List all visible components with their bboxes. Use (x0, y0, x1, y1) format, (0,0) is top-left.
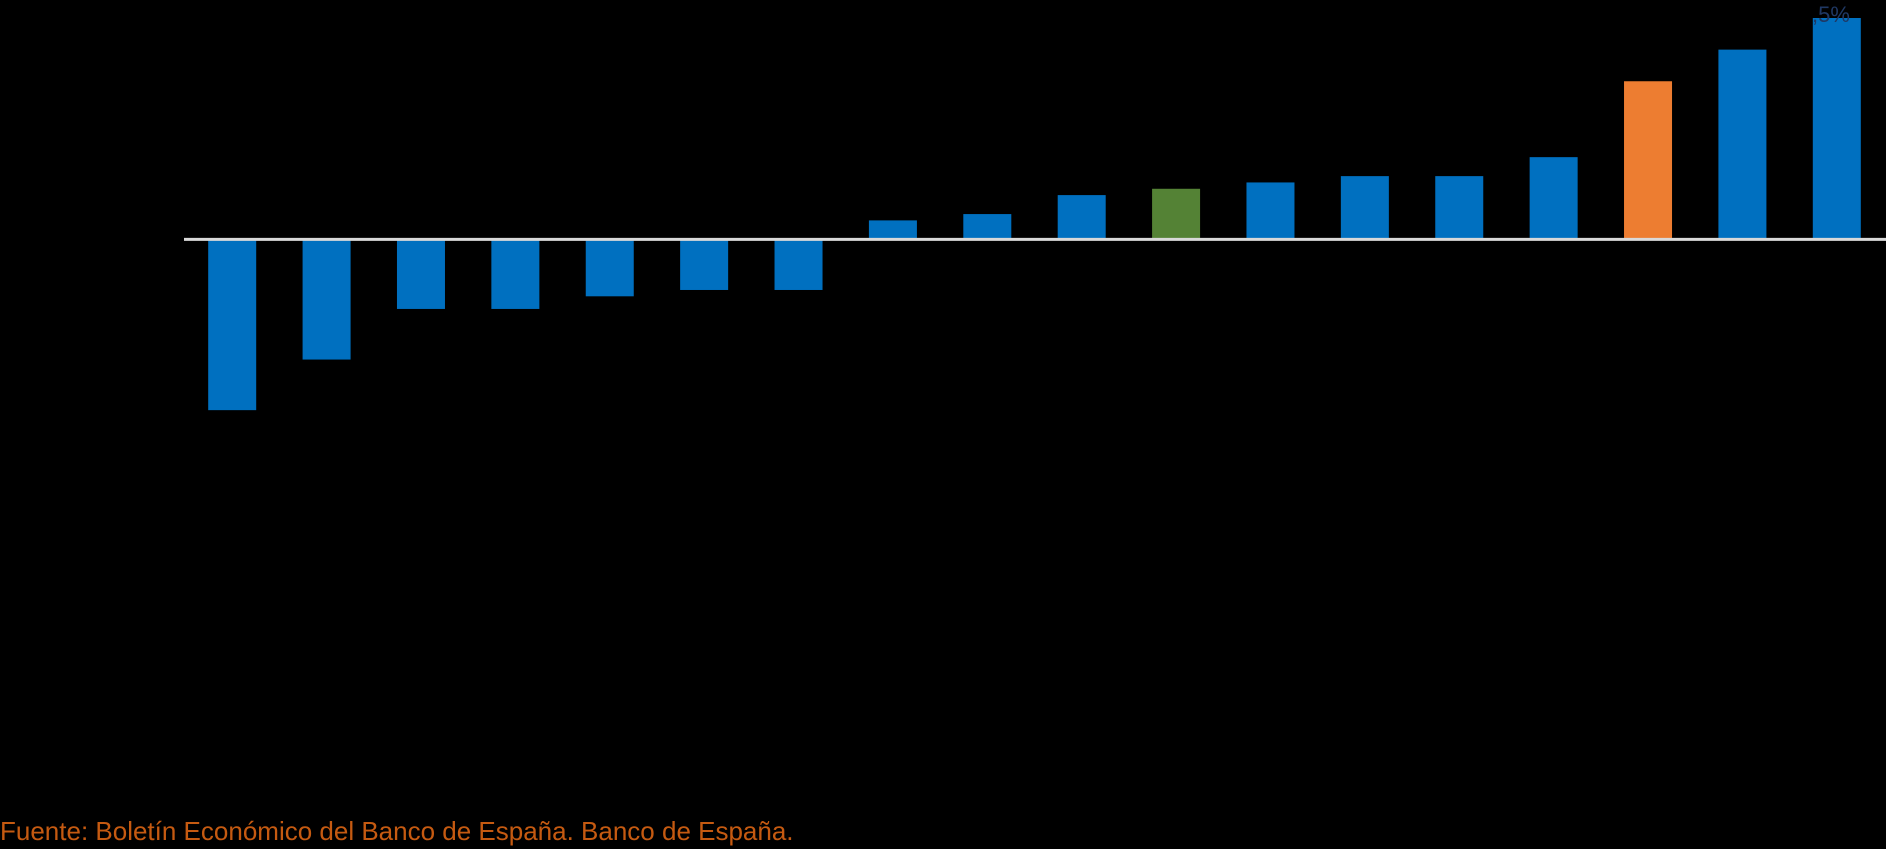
bar (1340, 176, 1389, 240)
bar (680, 239, 729, 290)
bar (491, 239, 540, 309)
bar (963, 214, 1012, 240)
bar (1435, 176, 1484, 240)
source: Fuente: Boletín Económico del Banco de E… (0, 816, 794, 846)
bar (1812, 18, 1861, 240)
bar (396, 239, 445, 309)
bar (585, 239, 634, 297)
bar (1057, 195, 1106, 240)
bar (774, 239, 823, 290)
bar (1624, 81, 1673, 240)
bar (1718, 49, 1767, 240)
bar (1529, 157, 1578, 240)
bar (1246, 182, 1295, 240)
bar (302, 239, 351, 360)
bar (868, 220, 917, 240)
annotation: ,5% (1812, 2, 1850, 27)
bar (1152, 188, 1201, 240)
bar (208, 239, 257, 411)
